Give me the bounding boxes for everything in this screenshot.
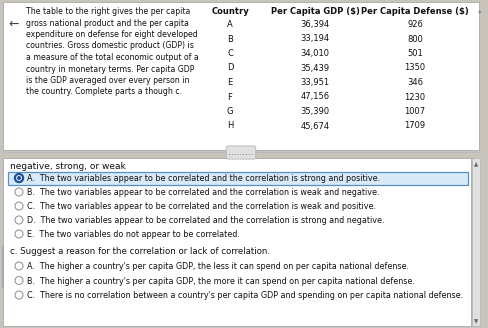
Text: H: H [227, 121, 233, 131]
Text: ←: ← [8, 18, 19, 31]
Text: C.  The two variables appear to be correlated and the correlation is weak and po: C. The two variables appear to be correl… [27, 202, 376, 211]
Text: B.  The higher a country's per capita GDP, the more it can spend on per capita n: B. The higher a country's per capita GDP… [27, 277, 415, 285]
Text: 36,394: 36,394 [301, 20, 329, 29]
Text: 47,156: 47,156 [301, 92, 329, 101]
Text: F: F [227, 92, 232, 101]
Circle shape [18, 177, 20, 179]
Text: 501: 501 [407, 49, 423, 58]
Text: 33,194: 33,194 [301, 34, 329, 44]
Text: 45,674: 45,674 [301, 121, 329, 131]
Circle shape [17, 176, 21, 180]
FancyBboxPatch shape [3, 158, 471, 326]
FancyBboxPatch shape [8, 172, 468, 185]
Text: D: D [227, 64, 233, 72]
Text: negative, strong, or weak: negative, strong, or weak [10, 162, 126, 171]
Text: A.  The two variables appear to be correlated and the correlation is strong and : A. The two variables appear to be correl… [27, 174, 380, 183]
Text: 1007: 1007 [405, 107, 426, 116]
Text: countries. Gross domestic product (GDP) is: countries. Gross domestic product (GDP) … [26, 42, 194, 51]
Text: ▴: ▴ [478, 8, 482, 14]
Text: 926: 926 [407, 20, 423, 29]
Text: E.  The two variables do not appear to be correlated.: E. The two variables do not appear to be… [27, 230, 240, 239]
Text: 35,390: 35,390 [301, 107, 329, 116]
Text: 1709: 1709 [405, 121, 426, 131]
Text: c. Suggest a reason for the correlation or lack of correlation.: c. Suggest a reason for the correlation … [10, 247, 270, 256]
Text: 1350: 1350 [405, 64, 426, 72]
Text: country in monetary terms. Per capita GDP: country in monetary terms. Per capita GD… [26, 65, 194, 73]
Text: E: E [227, 78, 233, 87]
Text: gross national product and the per capita: gross national product and the per capit… [26, 18, 189, 28]
Text: 800: 800 [407, 34, 423, 44]
Text: Country: Country [211, 7, 249, 16]
Bar [472, 158, 480, 326]
FancyBboxPatch shape [3, 2, 479, 150]
Text: 34,010: 34,010 [301, 49, 329, 58]
Text: B.  The two variables appear to be correlated and the correlation is weak and ne: B. The two variables appear to be correl… [27, 188, 380, 197]
Text: Per Capita Defense ($): Per Capita Defense ($) [361, 7, 469, 16]
Text: A: A [227, 20, 233, 29]
Text: a measure of the total economic output of a: a measure of the total economic output o… [26, 53, 199, 62]
Text: ▲: ▲ [474, 162, 478, 167]
Text: 1230: 1230 [405, 92, 426, 101]
Text: expenditure on defense for eight developed: expenditure on defense for eight develop… [26, 30, 198, 39]
Text: is the GDP averaged over every person in: is the GDP averaged over every person in [26, 76, 189, 85]
Text: the country. Complete parts a though c.: the country. Complete parts a though c. [26, 88, 182, 96]
Text: The table to the right gives the per capita: The table to the right gives the per cap… [26, 7, 190, 16]
Circle shape [15, 174, 23, 182]
Text: G: G [227, 107, 233, 116]
Text: 346: 346 [407, 78, 423, 87]
Text: Per Capita GDP ($): Per Capita GDP ($) [270, 7, 360, 16]
Text: A.  The higher a country's per capita GDP, the less it can spend on per capita n: A. The higher a country's per capita GDP… [27, 262, 409, 271]
Text: 33,951: 33,951 [301, 78, 329, 87]
Text: B: B [227, 34, 233, 44]
Text: ………: ……… [228, 148, 254, 157]
Text: D.  The two variables appear to be correlated and the correlation is strong and : D. The two variables appear to be correl… [27, 216, 385, 225]
Text: 35,439: 35,439 [301, 64, 329, 72]
Text: C.  There is no correlation between a country's per capita GDP and spending on p: C. There is no correlation between a cou… [27, 291, 463, 300]
Text: C: C [227, 49, 233, 58]
Text: ▼: ▼ [474, 319, 478, 324]
